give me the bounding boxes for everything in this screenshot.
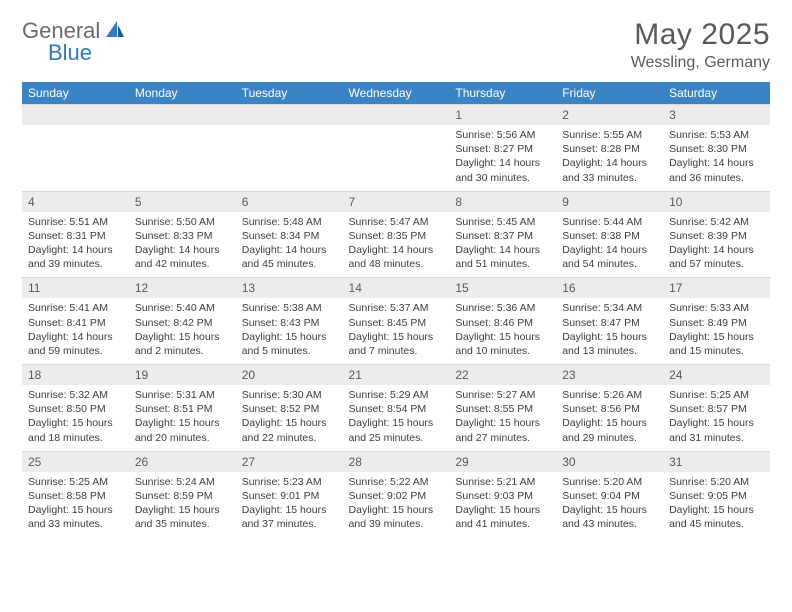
day-detail-cell: Sunrise: 5:42 AMSunset: 8:39 PMDaylight:… <box>663 212 770 278</box>
day-number-cell: 18 <box>22 365 129 386</box>
day-detail-cell: Sunrise: 5:47 AMSunset: 8:35 PMDaylight:… <box>343 212 450 278</box>
day-number-row: 25262728293031 <box>22 451 770 472</box>
day-detail-cell <box>343 125 450 191</box>
day-detail-cell: Sunrise: 5:51 AMSunset: 8:31 PMDaylight:… <box>22 212 129 278</box>
day-number-cell: 22 <box>449 365 556 386</box>
day-detail-cell: Sunrise: 5:33 AMSunset: 8:49 PMDaylight:… <box>663 298 770 364</box>
weekday-header: Wednesday <box>343 82 450 105</box>
day-body-row: Sunrise: 5:56 AMSunset: 8:27 PMDaylight:… <box>22 125 770 191</box>
day-number-cell: 19 <box>129 365 236 386</box>
day-number-cell: 29 <box>449 451 556 472</box>
day-detail-cell: Sunrise: 5:50 AMSunset: 8:33 PMDaylight:… <box>129 212 236 278</box>
day-number-cell: 25 <box>22 451 129 472</box>
weekday-header: Friday <box>556 82 663 105</box>
day-detail-cell: Sunrise: 5:25 AMSunset: 8:57 PMDaylight:… <box>663 385 770 451</box>
day-detail-cell: Sunrise: 5:25 AMSunset: 8:58 PMDaylight:… <box>22 472 129 538</box>
day-detail-cell: Sunrise: 5:32 AMSunset: 8:50 PMDaylight:… <box>22 385 129 451</box>
day-number-row: 123 <box>22 105 770 126</box>
day-number-cell: 26 <box>129 451 236 472</box>
day-number-cell: 7 <box>343 191 450 212</box>
day-detail-cell: Sunrise: 5:26 AMSunset: 8:56 PMDaylight:… <box>556 385 663 451</box>
day-detail-cell: Sunrise: 5:20 AMSunset: 9:04 PMDaylight:… <box>556 472 663 538</box>
logo-sail-icon <box>104 19 126 44</box>
day-number-cell: 27 <box>236 451 343 472</box>
day-number-cell: 5 <box>129 191 236 212</box>
day-number-row: 18192021222324 <box>22 365 770 386</box>
day-number-cell: 15 <box>449 278 556 299</box>
calendar-table: SundayMondayTuesdayWednesdayThursdayFrid… <box>22 82 770 537</box>
day-detail-cell: Sunrise: 5:56 AMSunset: 8:27 PMDaylight:… <box>449 125 556 191</box>
day-detail-cell: Sunrise: 5:24 AMSunset: 8:59 PMDaylight:… <box>129 472 236 538</box>
day-detail-cell: Sunrise: 5:41 AMSunset: 8:41 PMDaylight:… <box>22 298 129 364</box>
day-detail-cell: Sunrise: 5:45 AMSunset: 8:37 PMDaylight:… <box>449 212 556 278</box>
day-detail-cell: Sunrise: 5:48 AMSunset: 8:34 PMDaylight:… <box>236 212 343 278</box>
day-body-row: Sunrise: 5:25 AMSunset: 8:58 PMDaylight:… <box>22 472 770 538</box>
day-number-row: 45678910 <box>22 191 770 212</box>
day-detail-cell <box>129 125 236 191</box>
month-title: May 2025 <box>631 18 770 52</box>
day-number-cell: 13 <box>236 278 343 299</box>
day-number-cell: 17 <box>663 278 770 299</box>
day-detail-cell <box>236 125 343 191</box>
day-detail-cell: Sunrise: 5:55 AMSunset: 8:28 PMDaylight:… <box>556 125 663 191</box>
day-number-cell: 9 <box>556 191 663 212</box>
day-number-cell: 2 <box>556 105 663 126</box>
day-detail-cell: Sunrise: 5:29 AMSunset: 8:54 PMDaylight:… <box>343 385 450 451</box>
day-detail-cell: Sunrise: 5:31 AMSunset: 8:51 PMDaylight:… <box>129 385 236 451</box>
day-detail-cell: Sunrise: 5:36 AMSunset: 8:46 PMDaylight:… <box>449 298 556 364</box>
day-detail-cell: Sunrise: 5:23 AMSunset: 9:01 PMDaylight:… <box>236 472 343 538</box>
day-detail-cell <box>22 125 129 191</box>
weekday-header: Thursday <box>449 82 556 105</box>
day-number-cell: 12 <box>129 278 236 299</box>
day-detail-cell: Sunrise: 5:20 AMSunset: 9:05 PMDaylight:… <box>663 472 770 538</box>
day-detail-cell: Sunrise: 5:34 AMSunset: 8:47 PMDaylight:… <box>556 298 663 364</box>
weekday-header: Monday <box>129 82 236 105</box>
day-detail-cell: Sunrise: 5:37 AMSunset: 8:45 PMDaylight:… <box>343 298 450 364</box>
day-number-row: 11121314151617 <box>22 278 770 299</box>
day-number-cell: 8 <box>449 191 556 212</box>
day-number-cell: 24 <box>663 365 770 386</box>
page-header: General May 2025 Wessling, Germany <box>22 18 770 72</box>
day-number-cell: 28 <box>343 451 450 472</box>
weekday-header: Sunday <box>22 82 129 105</box>
day-body-row: Sunrise: 5:41 AMSunset: 8:41 PMDaylight:… <box>22 298 770 364</box>
day-number-cell: 3 <box>663 105 770 126</box>
day-body-row: Sunrise: 5:51 AMSunset: 8:31 PMDaylight:… <box>22 212 770 278</box>
day-number-cell: 4 <box>22 191 129 212</box>
day-number-cell: 23 <box>556 365 663 386</box>
weekday-header-row: SundayMondayTuesdayWednesdayThursdayFrid… <box>22 82 770 105</box>
title-block: May 2025 Wessling, Germany <box>631 18 770 72</box>
weekday-header: Saturday <box>663 82 770 105</box>
day-number-cell <box>22 105 129 126</box>
calendar-page: General May 2025 Wessling, Germany Blue … <box>0 0 792 555</box>
day-number-cell: 21 <box>343 365 450 386</box>
day-detail-cell: Sunrise: 5:21 AMSunset: 9:03 PMDaylight:… <box>449 472 556 538</box>
day-detail-cell: Sunrise: 5:53 AMSunset: 8:30 PMDaylight:… <box>663 125 770 191</box>
day-number-cell <box>343 105 450 126</box>
day-number-cell: 1 <box>449 105 556 126</box>
day-number-cell <box>236 105 343 126</box>
day-number-cell: 30 <box>556 451 663 472</box>
day-detail-cell: Sunrise: 5:38 AMSunset: 8:43 PMDaylight:… <box>236 298 343 364</box>
day-detail-cell: Sunrise: 5:30 AMSunset: 8:52 PMDaylight:… <box>236 385 343 451</box>
weekday-header: Tuesday <box>236 82 343 105</box>
day-number-cell: 14 <box>343 278 450 299</box>
day-number-cell: 11 <box>22 278 129 299</box>
day-number-cell: 10 <box>663 191 770 212</box>
day-detail-cell: Sunrise: 5:40 AMSunset: 8:42 PMDaylight:… <box>129 298 236 364</box>
day-number-cell: 20 <box>236 365 343 386</box>
day-number-cell <box>129 105 236 126</box>
location-label: Wessling, Germany <box>631 54 770 72</box>
day-body-row: Sunrise: 5:32 AMSunset: 8:50 PMDaylight:… <box>22 385 770 451</box>
day-detail-cell: Sunrise: 5:27 AMSunset: 8:55 PMDaylight:… <box>449 385 556 451</box>
day-number-cell: 31 <box>663 451 770 472</box>
day-number-cell: 6 <box>236 191 343 212</box>
logo-text-blue: Blue <box>48 40 92 66</box>
day-detail-cell: Sunrise: 5:22 AMSunset: 9:02 PMDaylight:… <box>343 472 450 538</box>
day-number-cell: 16 <box>556 278 663 299</box>
day-detail-cell: Sunrise: 5:44 AMSunset: 8:38 PMDaylight:… <box>556 212 663 278</box>
